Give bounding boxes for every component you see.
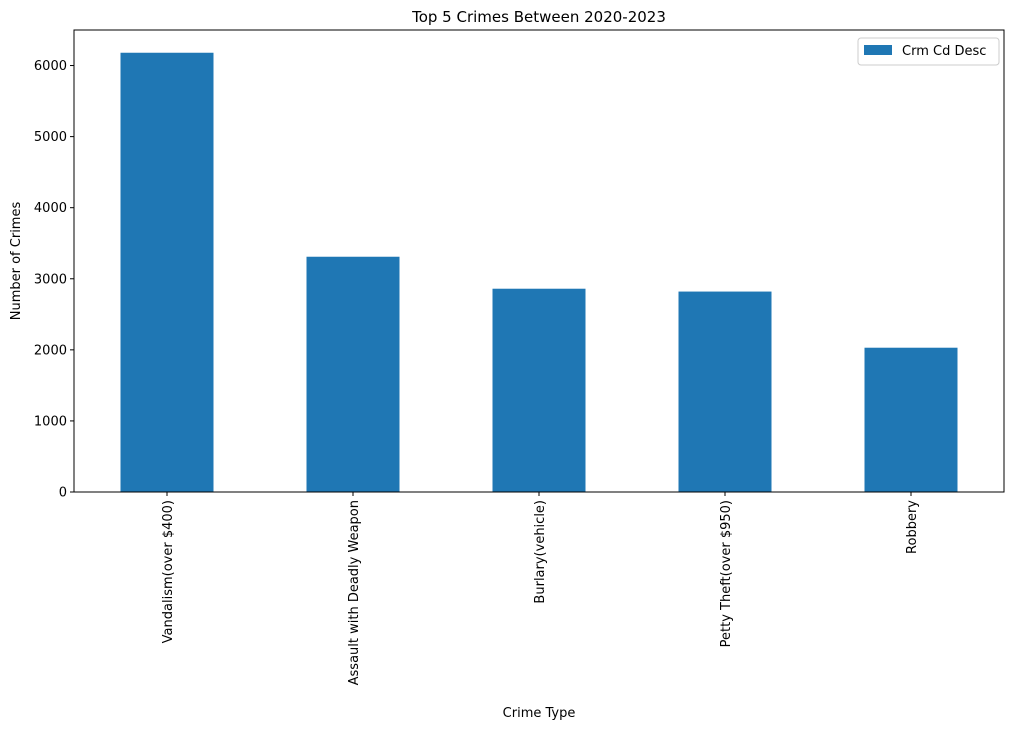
legend-label: Crm Cd Desc [902,44,986,59]
y-tick-label: 1000 [34,414,67,429]
bar [492,288,586,492]
y-tick-label: 3000 [34,272,67,287]
x-axis-label: Crime Type [503,706,576,721]
y-tick-label: 6000 [34,59,67,74]
x-tick-label: Robbery [905,500,920,554]
bar [678,291,772,492]
x-axis-ticks: Vandalism(over $400) Assault with Deadly … [161,492,920,685]
legend: Crm Cd Desc [857,37,1000,66]
bar [306,256,400,492]
chart-title: Top 5 Crimes Between 2020-2023 [411,8,666,26]
bars-group [120,52,958,492]
bar [120,52,214,492]
y-tick-label: 0 [59,486,67,501]
y-axis-ticks: 0 1000 2000 3000 4000 5000 6000 [34,59,74,501]
plot-frame [73,29,1005,493]
x-tick-label: Assault with Deadly Weapon [347,500,362,685]
legend-swatch [864,45,892,55]
x-tick-label: Burlary(vehicle) [533,500,548,604]
x-tick-label: Vandalism(over $400) [161,500,176,643]
y-tick-label: 2000 [34,343,67,358]
x-tick-label: Petty Theft(over $950) [719,500,734,647]
y-tick-label: 5000 [34,130,67,145]
y-tick-label: 4000 [34,201,67,216]
bar [864,347,958,492]
legend-box [857,37,1000,66]
y-axis-label: Number of Crimes [9,202,24,321]
